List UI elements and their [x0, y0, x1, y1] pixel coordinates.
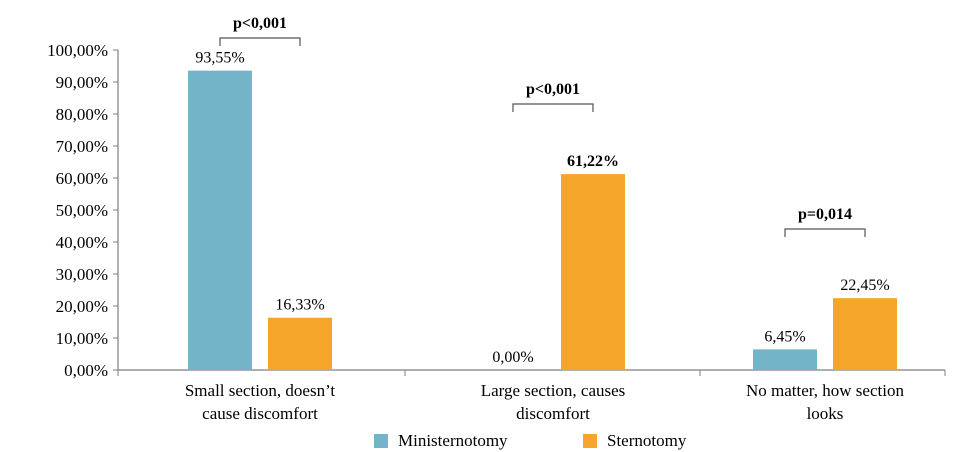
significance-annotations: p<0,001 p<0,001 p=0,014: [219, 15, 866, 237]
significance-bracket: [512, 103, 594, 112]
y-tick-label: 70,00%: [56, 137, 108, 156]
y-tick-label: 80,00%: [56, 105, 108, 124]
legend: Ministernotomy Sternotomy: [374, 431, 687, 450]
legend-swatch: [583, 434, 597, 448]
bar-ministernotomy: [188, 70, 252, 370]
y-tick-label: 100,00%: [47, 41, 108, 60]
y-tick-label: 40,00%: [56, 233, 108, 252]
y-tick-label: 20,00%: [56, 297, 108, 316]
x-category-label: looks: [807, 404, 844, 423]
data-label: 93,55%: [195, 50, 244, 67]
bar-sternotomy: [833, 298, 897, 370]
y-tick-label: 60,00%: [56, 169, 108, 188]
data-label: 0,00%: [492, 349, 533, 366]
y-tick-label: 50,00%: [56, 201, 108, 220]
legend-label: Ministernotomy: [398, 431, 508, 450]
p-value-label: p<0,001: [233, 15, 287, 32]
significance-bracket: [784, 228, 866, 237]
bar-sternotomy: [268, 317, 332, 370]
data-label: 16,33%: [275, 297, 324, 314]
y-tick-label: 0,00%: [64, 361, 108, 380]
bars: 93,55% 0,00% 6,45% 16,33% 61,22% 22,45%: [188, 50, 897, 370]
legend-swatch: [374, 434, 388, 448]
data-label: 6,45%: [764, 328, 805, 345]
x-category-label: Small section, doesn’t: [185, 381, 336, 400]
p-value-label: p<0,001: [526, 81, 580, 98]
x-category-label: cause discomfort: [202, 404, 318, 423]
significance-bracket: [219, 37, 301, 46]
legend-label: Sternotomy: [607, 431, 687, 450]
x-category-label: Large section, causes: [481, 381, 626, 400]
y-tick-label: 90,00%: [56, 73, 108, 92]
data-label: 61,22%: [567, 153, 619, 170]
axes: 0,00% 10,00% 20,00% 30,00% 40,00% 50,00% 60,00…: [47, 41, 946, 423]
y-tick-label: 30,00%: [56, 265, 108, 284]
x-category-label: discomfort: [516, 404, 590, 423]
p-value-label: p=0,014: [798, 206, 852, 223]
bar-sternotomy: [561, 174, 625, 370]
bar-ministernotomy: [753, 349, 817, 370]
x-category-label: No matter, how section: [746, 381, 904, 400]
y-tick-label: 10,00%: [56, 329, 108, 348]
data-label: 22,45%: [840, 277, 889, 294]
